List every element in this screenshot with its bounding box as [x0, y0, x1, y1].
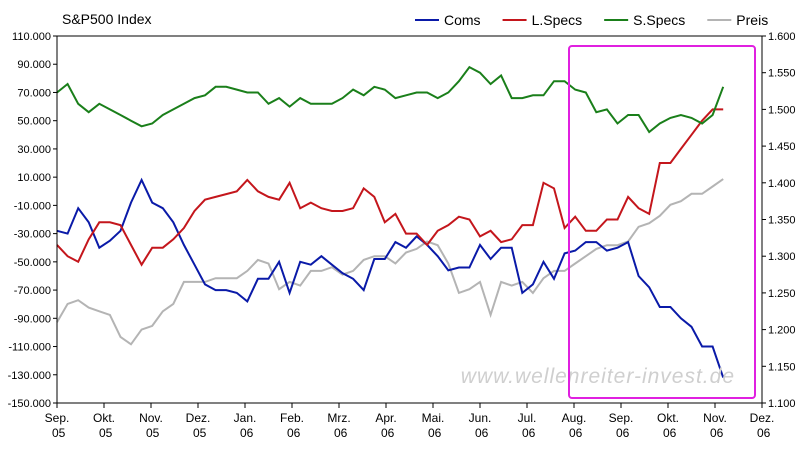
y2-tick-label: 1.350	[768, 215, 796, 227]
y-tick-label: -110.000	[8, 342, 51, 354]
x-tick-label: Jul. 06	[518, 411, 537, 440]
y2-tick-label: 1.600	[768, 31, 796, 43]
legend-label: S.Specs	[633, 12, 685, 28]
x-tick-label: Jun. 06	[469, 411, 492, 440]
plot-frame	[56, 35, 763, 404]
x-tick-label: Okt. 06	[657, 411, 679, 440]
y-tick-label: -30.000	[14, 229, 51, 241]
y-tick-label: 50.000	[17, 116, 51, 128]
line-series	[56, 108, 724, 267]
legend-label: Preis	[736, 12, 768, 28]
y2-tick-label: 1.250	[768, 288, 796, 300]
y-tick-label: 90.000	[17, 59, 51, 71]
highlight-box	[568, 45, 756, 399]
y-tick-label: -150.000	[8, 398, 51, 410]
legend-label: L.Specs	[532, 12, 583, 28]
y2-tick-label: 1.550	[768, 68, 796, 80]
chart-title: S&P500 Index	[62, 11, 152, 27]
x-tick-label: Sep. 06	[609, 411, 634, 440]
y-tick-label: -70.000	[14, 285, 51, 297]
y-tick-label: 110.000	[12, 31, 51, 43]
y-tick-label: 10.000	[17, 172, 51, 184]
x-tick-label: Jan. 06	[234, 411, 257, 440]
y2-tick-label: 1.500	[768, 104, 796, 116]
y2-tick-label: 1.150	[768, 361, 796, 373]
y2-tick-label: 1.100	[768, 398, 796, 410]
x-tick-label: Mai. 06	[422, 411, 445, 440]
x-tick-label: Apr. 06	[375, 411, 396, 440]
y2-tick-label: 1.200	[768, 325, 796, 337]
x-tick-label: Nov. 05	[139, 411, 163, 440]
y-tick-label: -10.000	[14, 200, 51, 212]
x-tick-label: Dez. 06	[750, 411, 775, 440]
line-series	[56, 65, 725, 134]
x-tick-label: Feb. 06	[280, 411, 304, 440]
x-tick-label: Dez. 05	[186, 411, 211, 440]
x-tick-label: Aug. 06	[562, 411, 587, 440]
x-tick-label: Mrz. 06	[327, 411, 350, 440]
y2-tick-label: 1.400	[768, 178, 796, 190]
watermark: www.wellenreiter-invest.de	[461, 365, 735, 388]
line-series	[56, 177, 725, 378]
y-tick-label: 30.000	[17, 144, 51, 156]
y2-tick-label: 1.450	[768, 141, 796, 153]
legend-label: Coms	[444, 12, 481, 28]
line-series	[56, 178, 724, 346]
y2-tick-label: 1.300	[768, 251, 796, 263]
plot-area: 110.000 90.000 70.000 50.000 30.000 10.000 -10…	[8, 31, 796, 440]
y-tick-label: -130.000	[8, 370, 51, 382]
x-tick-label: Nov. 06	[703, 411, 727, 440]
y-tick-label: 70.000	[17, 87, 51, 99]
x-tick-label: Okt. 05	[93, 411, 115, 440]
x-tick-label: Sep. 05	[45, 411, 70, 440]
y-tick-label: -90.000	[14, 313, 51, 325]
y-tick-label: -50.000	[14, 257, 51, 269]
